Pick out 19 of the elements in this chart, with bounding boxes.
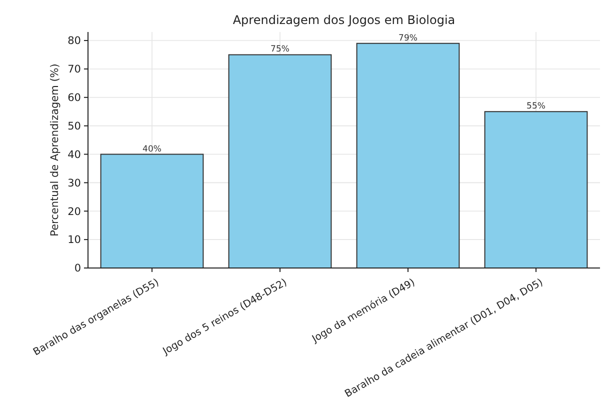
bar (228, 54, 332, 268)
chart-title: Aprendizagem dos Jogos em Biologia (232, 13, 456, 27)
data-label: 79% (398, 33, 418, 44)
bar (100, 154, 204, 268)
y-tick-label: 70 (68, 64, 81, 76)
data-label: 55% (526, 102, 546, 112)
y-tick-label: 0 (74, 262, 81, 275)
data-label: 40% (142, 144, 162, 154)
y-tick-label: 60 (68, 92, 81, 104)
y-tick-label: 80 (68, 35, 81, 48)
y-tick-label: 30 (68, 177, 81, 190)
y-tick-label: 20 (68, 206, 81, 218)
bar (356, 42, 460, 268)
y-tick-label: 10 (68, 234, 81, 246)
y-tick-label: 50 (68, 120, 81, 133)
bar (484, 111, 588, 268)
y-tick-label: 40 (68, 148, 81, 161)
y-axis-title: Percentual de Aprendizagem (%) (49, 64, 61, 236)
data-label: 75% (270, 44, 290, 55)
